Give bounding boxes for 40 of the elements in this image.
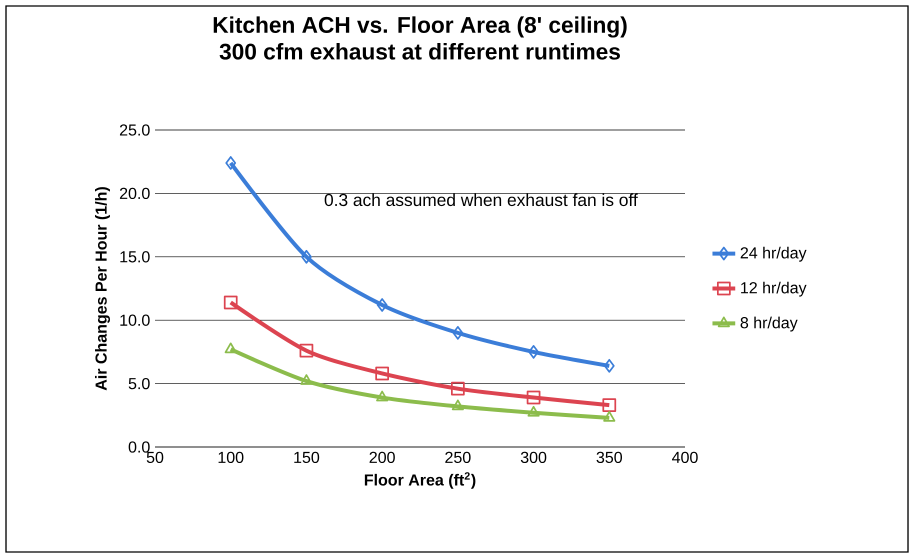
x-tick-label: 50 bbox=[146, 452, 164, 464]
point bbox=[376, 390, 388, 402]
point bbox=[450, 382, 465, 396]
point bbox=[526, 390, 540, 404]
point bbox=[375, 366, 390, 380]
annotation: 0.3 ach assumed when exhaust fan is off bbox=[324, 193, 638, 206]
legend-label: 12 hr/day bbox=[741, 282, 807, 297]
y-tick-label: 25.0 bbox=[120, 124, 150, 136]
point bbox=[300, 374, 312, 385]
point bbox=[301, 250, 312, 264]
x-tick-label: 350 bbox=[596, 452, 622, 464]
x-tick-label: 200 bbox=[370, 452, 395, 464]
x-axis-title: Floor Area (ft$^{2}$) bbox=[364, 472, 476, 489]
point bbox=[225, 156, 236, 170]
y-tick-label: 10.0 bbox=[120, 314, 150, 326]
x-tick-label: 400 bbox=[672, 452, 698, 464]
chart-title: Kitchen ACH vs. Floor Area (8' ceiling) bbox=[214, 16, 627, 38]
point bbox=[452, 326, 464, 340]
point bbox=[376, 298, 388, 312]
point bbox=[300, 344, 314, 358]
legend-label: 8 hr/day bbox=[740, 316, 798, 332]
x-tick-label: 300 bbox=[520, 452, 546, 464]
y-axis-title: Air Changes Per Hour (1/h) bbox=[95, 187, 110, 390]
chart-subtitle: 300 cfm exhaust at different runtimes bbox=[220, 43, 620, 60]
x-tick-label: 150 bbox=[294, 452, 320, 464]
point bbox=[452, 400, 464, 410]
point bbox=[224, 342, 237, 354]
point bbox=[604, 358, 615, 373]
legend-label: 24 hr/day bbox=[740, 246, 807, 262]
point bbox=[528, 406, 540, 417]
y-tick-label: 0.0 bbox=[128, 441, 150, 453]
point bbox=[602, 398, 616, 412]
y-tick-label: 15.0 bbox=[120, 251, 150, 262]
point bbox=[224, 296, 238, 310]
y-tick-label: 20.0 bbox=[120, 188, 150, 200]
y-tick-label: 5.0 bbox=[128, 378, 150, 390]
point bbox=[528, 345, 539, 359]
x-tick-label: 250 bbox=[445, 452, 471, 464]
x-tick-label: 100 bbox=[218, 452, 244, 464]
point bbox=[603, 410, 616, 422]
